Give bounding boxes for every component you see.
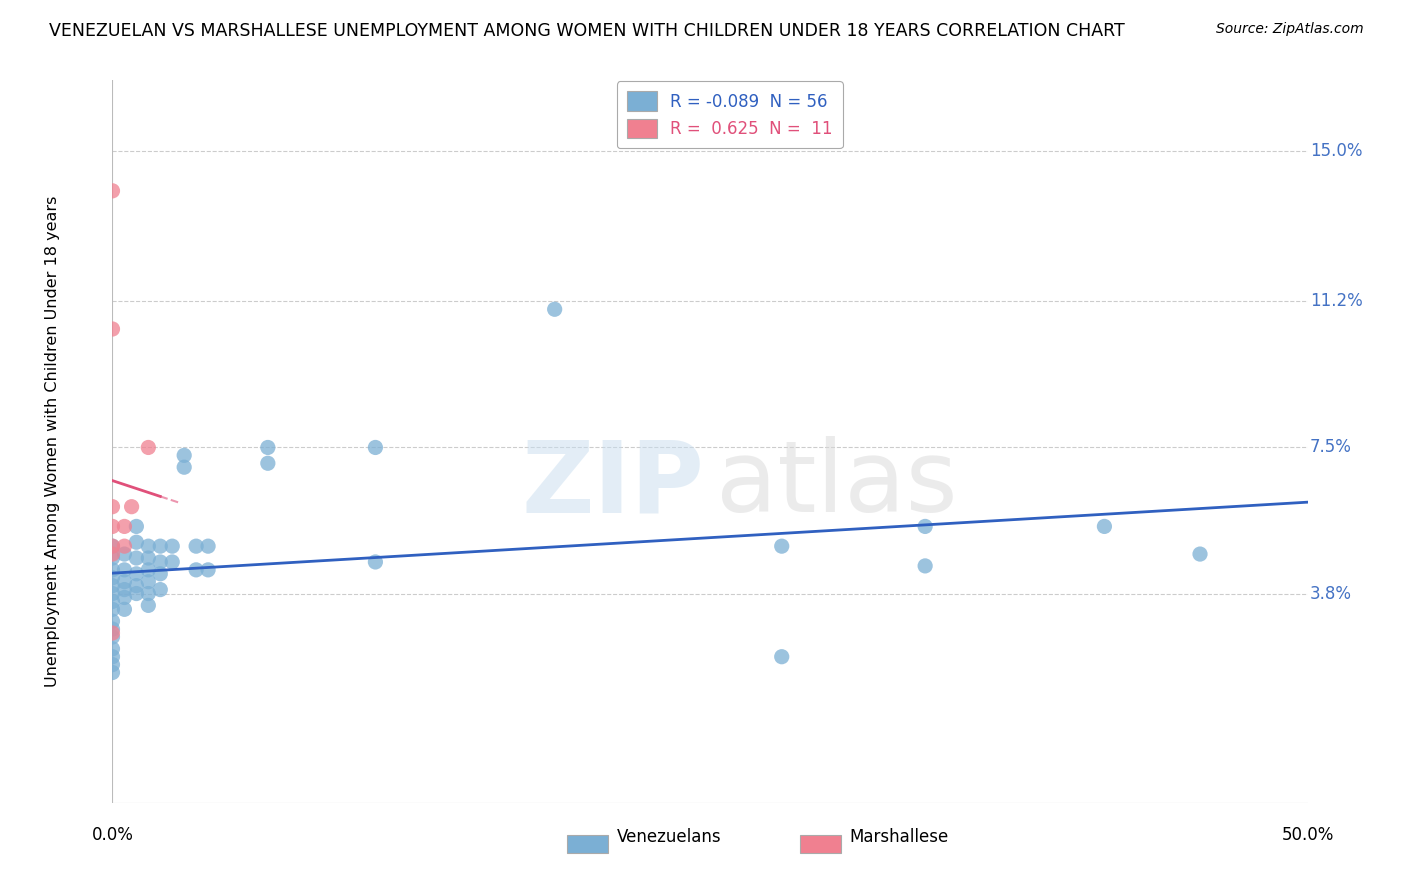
Point: [770, 649, 793, 664]
Point: [101, 630, 124, 644]
Text: ZIP: ZIP: [522, 436, 704, 533]
Point: [257, 456, 280, 470]
Point: [114, 591, 135, 605]
Point: [101, 563, 124, 577]
Point: [197, 539, 219, 553]
Point: [162, 539, 183, 553]
Point: [138, 441, 160, 455]
Text: atlas: atlas: [716, 436, 957, 533]
Point: [101, 579, 124, 593]
Point: [364, 555, 387, 569]
Point: [101, 602, 124, 616]
Point: [364, 441, 387, 455]
Point: [138, 574, 160, 589]
Point: [114, 547, 135, 561]
Text: Marshallese: Marshallese: [849, 829, 949, 847]
Point: [114, 519, 135, 533]
Point: [149, 582, 172, 597]
Point: [114, 563, 135, 577]
Point: [1189, 547, 1212, 561]
Point: [101, 539, 124, 553]
Point: [114, 539, 135, 553]
Point: [101, 641, 124, 656]
Point: [197, 563, 219, 577]
Text: 7.5%: 7.5%: [1310, 439, 1351, 457]
Point: [138, 539, 160, 553]
Point: [101, 184, 124, 198]
FancyBboxPatch shape: [567, 835, 609, 854]
Point: [162, 555, 183, 569]
Point: [125, 566, 148, 581]
Point: [1094, 519, 1116, 533]
Point: [138, 599, 160, 613]
Point: [149, 566, 172, 581]
Text: 11.2%: 11.2%: [1310, 293, 1362, 310]
Point: [101, 594, 124, 608]
Point: [770, 539, 793, 553]
Text: 50.0%: 50.0%: [1281, 827, 1334, 845]
Point: [173, 460, 195, 475]
Point: [138, 551, 160, 566]
Point: [125, 535, 148, 549]
Point: [114, 602, 135, 616]
Point: [125, 519, 148, 533]
Point: [101, 500, 124, 514]
Point: [186, 539, 208, 553]
Point: [914, 558, 936, 573]
Point: [101, 539, 124, 553]
Point: [101, 614, 124, 628]
Point: [125, 586, 148, 600]
Point: [543, 302, 565, 317]
FancyBboxPatch shape: [800, 835, 842, 854]
Point: [121, 500, 143, 514]
Point: [125, 579, 148, 593]
Point: [101, 519, 124, 533]
Point: [101, 622, 124, 636]
Point: [101, 626, 124, 640]
Text: 15.0%: 15.0%: [1310, 143, 1362, 161]
Point: [101, 657, 124, 672]
Text: Source: ZipAtlas.com: Source: ZipAtlas.com: [1216, 22, 1364, 37]
Point: [101, 551, 124, 566]
Point: [914, 519, 936, 533]
Point: [101, 665, 124, 680]
Point: [101, 322, 124, 336]
Text: Unemployment Among Women with Children Under 18 years: Unemployment Among Women with Children U…: [45, 196, 60, 687]
Point: [101, 649, 124, 664]
Legend: R = -0.089  N = 56, R =  0.625  N =  11: R = -0.089 N = 56, R = 0.625 N = 11: [617, 81, 842, 148]
Text: Venezuelans: Venezuelans: [617, 829, 721, 847]
Text: VENEZUELAN VS MARSHALLESE UNEMPLOYMENT AMONG WOMEN WITH CHILDREN UNDER 18 YEARS : VENEZUELAN VS MARSHALLESE UNEMPLOYMENT A…: [49, 22, 1125, 40]
Point: [149, 555, 172, 569]
Point: [114, 574, 135, 589]
Point: [101, 586, 124, 600]
Point: [125, 551, 148, 566]
Point: [138, 586, 160, 600]
Text: 0.0%: 0.0%: [91, 827, 134, 845]
Point: [101, 571, 124, 585]
Point: [173, 448, 195, 462]
Point: [257, 441, 280, 455]
Point: [138, 563, 160, 577]
Point: [149, 539, 172, 553]
Text: 3.8%: 3.8%: [1310, 584, 1353, 602]
Point: [114, 582, 135, 597]
Point: [101, 547, 124, 561]
Point: [186, 563, 208, 577]
